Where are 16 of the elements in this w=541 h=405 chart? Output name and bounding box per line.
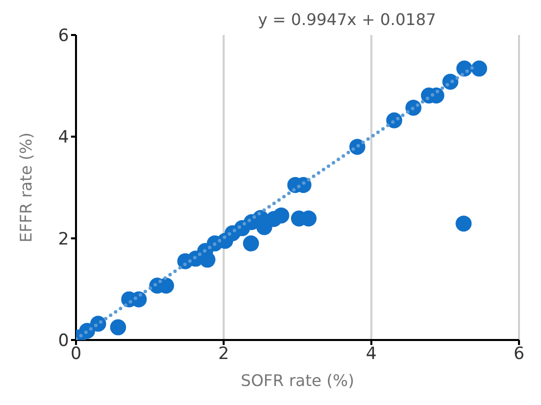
x-tick-label: 4 — [366, 344, 377, 364]
y-tick-label: 0 — [58, 331, 69, 352]
point — [273, 207, 290, 224]
text: y = 0.9947x + 0.0187 — [258, 10, 436, 29]
x-axis-title: SOFR rate (%) — [240, 371, 354, 390]
y-axis-title: EFFR rate (%) — [16, 132, 36, 242]
point — [242, 235, 259, 252]
point — [471, 60, 488, 77]
point — [456, 216, 472, 232]
y-tick-label: 6 — [58, 26, 69, 46]
x-tick-label: 2 — [218, 344, 230, 364]
y-tick-label: 2 — [58, 229, 69, 250]
x-tick-label: 6 — [514, 344, 524, 364]
y-tick-label: 4 — [58, 128, 69, 148]
x-tick-label: 0 — [70, 344, 82, 364]
point — [110, 319, 126, 336]
